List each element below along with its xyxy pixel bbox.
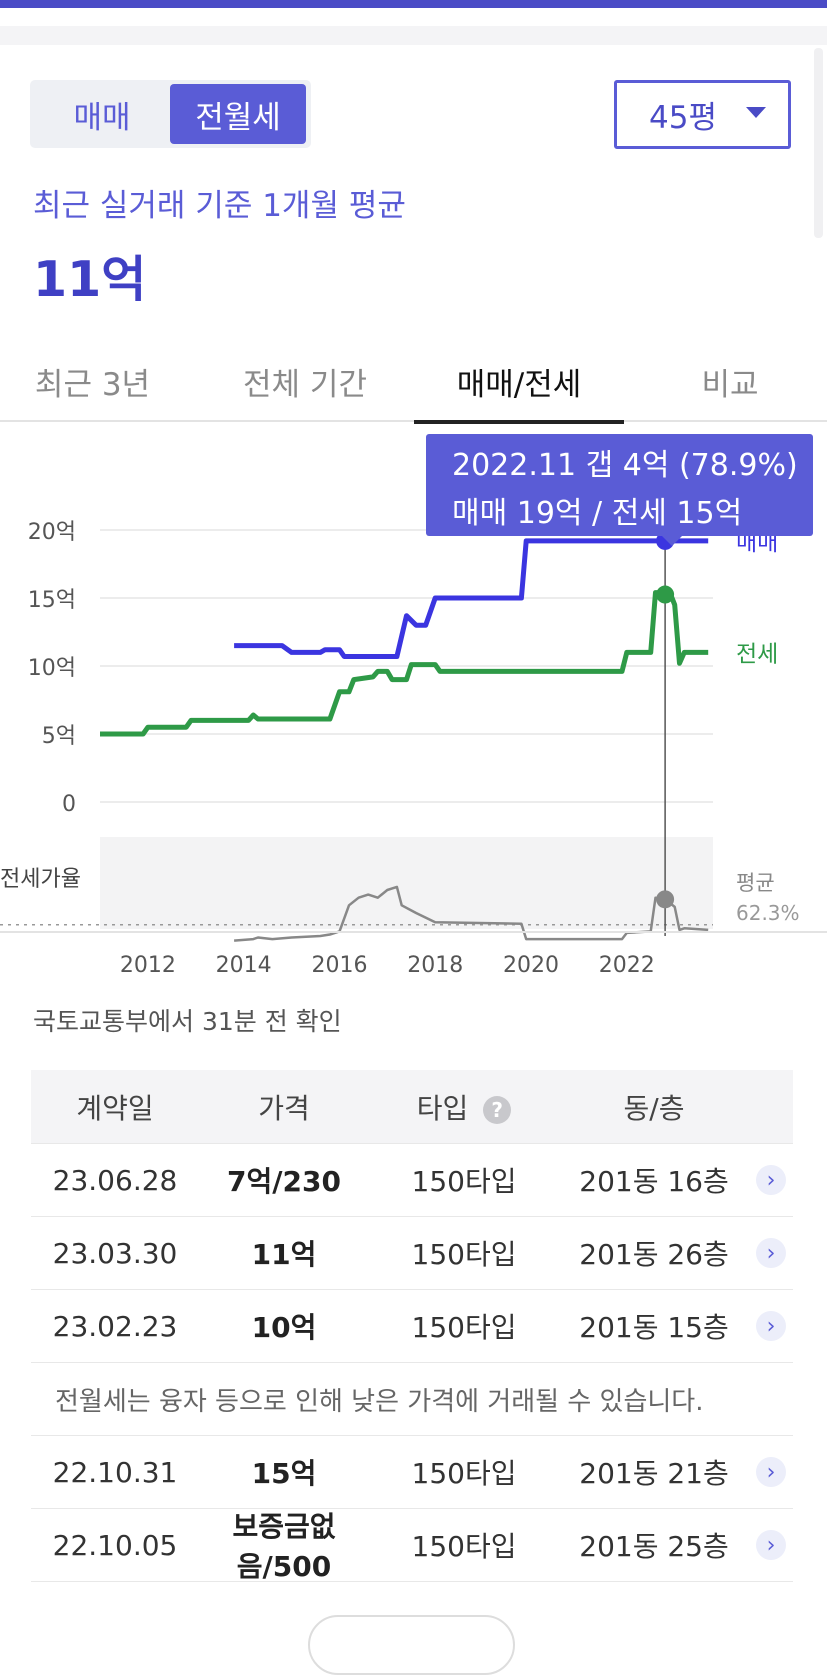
row-date: 23.02.23 [52, 1309, 178, 1343]
row-price: 보증금없음/500 [232, 1510, 336, 1583]
transaction-table: 계약일 가격 타입 ? 동/층 23.06.28 7억/230 150타입 20… [31, 1070, 793, 1583]
header-type: 타입 ? [369, 1087, 559, 1127]
table-row[interactable]: 23.03.30 11억 150타입 201동 26층 › [31, 1217, 793, 1290]
table-row[interactable]: 23.06.28 7억/230 150타입 201동 16층 › [31, 1144, 793, 1217]
row-date: 23.03.30 [52, 1236, 178, 1270]
average-value: 62.3% [736, 901, 800, 925]
period-tabs: 최근 3년 전체 기간 매매/전세 비교 [0, 340, 827, 424]
row-type: 150타입 [411, 1165, 517, 1198]
scrollbar[interactable] [814, 48, 823, 238]
highlight-point-jeonse [656, 585, 675, 604]
x-tick-label: 2020 [503, 953, 559, 978]
chevron-right-icon[interactable]: › [756, 1238, 786, 1268]
row-floor: 201동 16층 [579, 1165, 729, 1198]
header-floor: 동/층 [623, 1091, 685, 1125]
source-note: 국토교통부에서 31분 전 확인 [33, 1007, 342, 1036]
y-tick-label: 5억 [42, 724, 76, 749]
row-floor: 201동 26층 [579, 1238, 729, 1271]
tab-all-period[interactable]: 전체 기간 [243, 366, 367, 403]
row-price: 7억/230 [227, 1165, 341, 1198]
y-tick-label: 15억 [28, 588, 76, 613]
row-price: 11억 [251, 1238, 317, 1271]
table-row[interactable]: 22.10.31 15억 150타입 201동 21층 › [31, 1436, 793, 1509]
table-row[interactable]: 22.10.05 보증금없음/500 150타입 201동 25층 › [31, 1509, 793, 1583]
header-date: 계약일 [76, 1091, 154, 1125]
row-type: 150타입 [411, 1238, 517, 1271]
tooltip-line-1: 2022.11 갭 4억 (78.9%) [452, 448, 798, 483]
chevron-right-icon[interactable]: › [756, 1165, 786, 1195]
help-icon[interactable]: ? [483, 1095, 512, 1124]
x-tick-label: 2022 [599, 953, 655, 978]
average-label: 평균 [736, 871, 775, 895]
top-accent-bar [0, 0, 827, 8]
trade-type-toggle: 매매 전월세 [30, 80, 311, 148]
section-divider [0, 26, 827, 45]
header-type-label: 타입 [416, 1091, 469, 1125]
chevron-right-icon[interactable]: › [756, 1457, 786, 1487]
table-notice: 전월세는 융자 등으로 인해 낮은 가격에 거래될 수 있습니다. [31, 1363, 793, 1436]
row-type: 150타입 [411, 1530, 517, 1563]
ratio-label: 전세가율 [0, 867, 81, 892]
x-tick-label: 2016 [311, 953, 367, 978]
tab-sale-jeonse[interactable]: 매매/전세 [414, 340, 624, 424]
row-price: 10억 [251, 1311, 317, 1344]
highlight-point-ratio [656, 890, 675, 909]
tooltip-pointer [662, 536, 682, 546]
caret-down-icon [746, 107, 766, 118]
size-select-value: 45평 [649, 100, 717, 136]
row-type: 150타입 [411, 1311, 517, 1344]
summary-subtitle: 최근 실거래 기준 1개월 평균 [33, 188, 406, 224]
tooltip-line-2: 매매 19억 / 전세 15억 [452, 496, 743, 531]
x-tick-label: 2012 [120, 953, 176, 978]
x-tick-label: 2014 [216, 953, 272, 978]
chevron-right-icon[interactable]: › [756, 1311, 786, 1341]
y-tick-label: 10억 [28, 656, 76, 681]
toggle-sale-button[interactable]: 매매 [73, 99, 131, 136]
y-tick-label: 20억 [28, 520, 76, 545]
row-floor: 201동 21층 [579, 1457, 729, 1490]
toggle-rent-button[interactable]: 전월세 [170, 84, 306, 144]
series-line-jeonse [100, 590, 709, 737]
ratio-chart-background [100, 837, 713, 929]
row-date: 23.06.28 [52, 1163, 178, 1197]
size-select[interactable]: 45평 [614, 80, 791, 149]
series-line-sale [234, 538, 709, 659]
chart-tooltip: 2022.11 갭 4억 (78.9%) 매매 19억 / 전세 15억 [426, 434, 813, 546]
tab-recent-3y[interactable]: 최근 3년 [34, 366, 151, 403]
row-date: 22.10.05 [52, 1528, 178, 1562]
table-header: 계약일 가격 타입 ? 동/층 [31, 1070, 793, 1144]
table-row[interactable]: 23.02.23 10억 150타입 201동 15층 › [31, 1290, 793, 1363]
header-price: 가격 [258, 1091, 310, 1125]
row-floor: 201동 15층 [579, 1311, 729, 1344]
price-chart[interactable]: 20억 15억 10억 5억 0 2012 2014 2016 2018 2020 2022 전세가율… [0, 424, 827, 984]
x-tick-label: 2018 [407, 953, 463, 978]
tab-compare[interactable]: 비교 [701, 366, 759, 403]
row-type: 150타입 [411, 1457, 517, 1490]
more-button[interactable] [308, 1615, 515, 1675]
row-floor: 201동 25층 [579, 1530, 729, 1563]
series-label-jeonse: 전세 [736, 641, 778, 667]
row-price: 15억 [251, 1457, 317, 1490]
y-tick-label: 0 [62, 792, 76, 817]
summary-price: 11억 [33, 251, 147, 308]
row-date: 22.10.31 [52, 1455, 178, 1489]
chevron-right-icon[interactable]: › [756, 1530, 786, 1560]
